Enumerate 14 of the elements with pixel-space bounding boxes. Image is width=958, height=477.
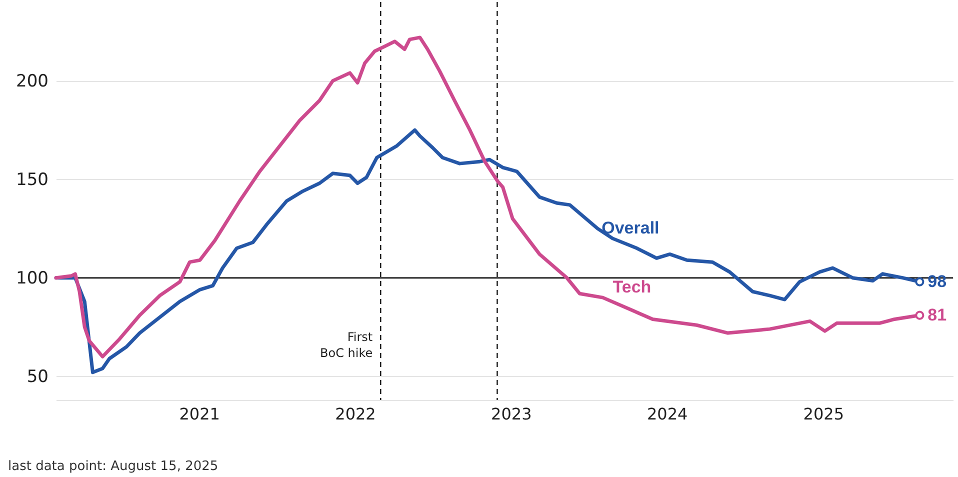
y-tick-label: 200 xyxy=(16,71,48,92)
y-tick-label: 150 xyxy=(16,170,48,190)
x-tick-label: 2025 xyxy=(803,404,844,424)
series-label: Overall xyxy=(602,218,660,238)
data-label: 81 xyxy=(928,305,947,324)
text: last data point: August 15, 2025 xyxy=(8,459,218,474)
y-tick-label: 100 xyxy=(16,268,48,288)
x-tick-label: 2023 xyxy=(491,404,532,424)
x-tick-label: 2021 xyxy=(179,404,220,424)
x-tick-label: 2024 xyxy=(646,404,688,424)
ref-line-label: First BoC hike xyxy=(320,330,373,360)
x-tick-label: 2022 xyxy=(335,404,376,424)
series-label: Tech xyxy=(612,278,652,297)
y-tick-label: 50 xyxy=(26,366,48,387)
